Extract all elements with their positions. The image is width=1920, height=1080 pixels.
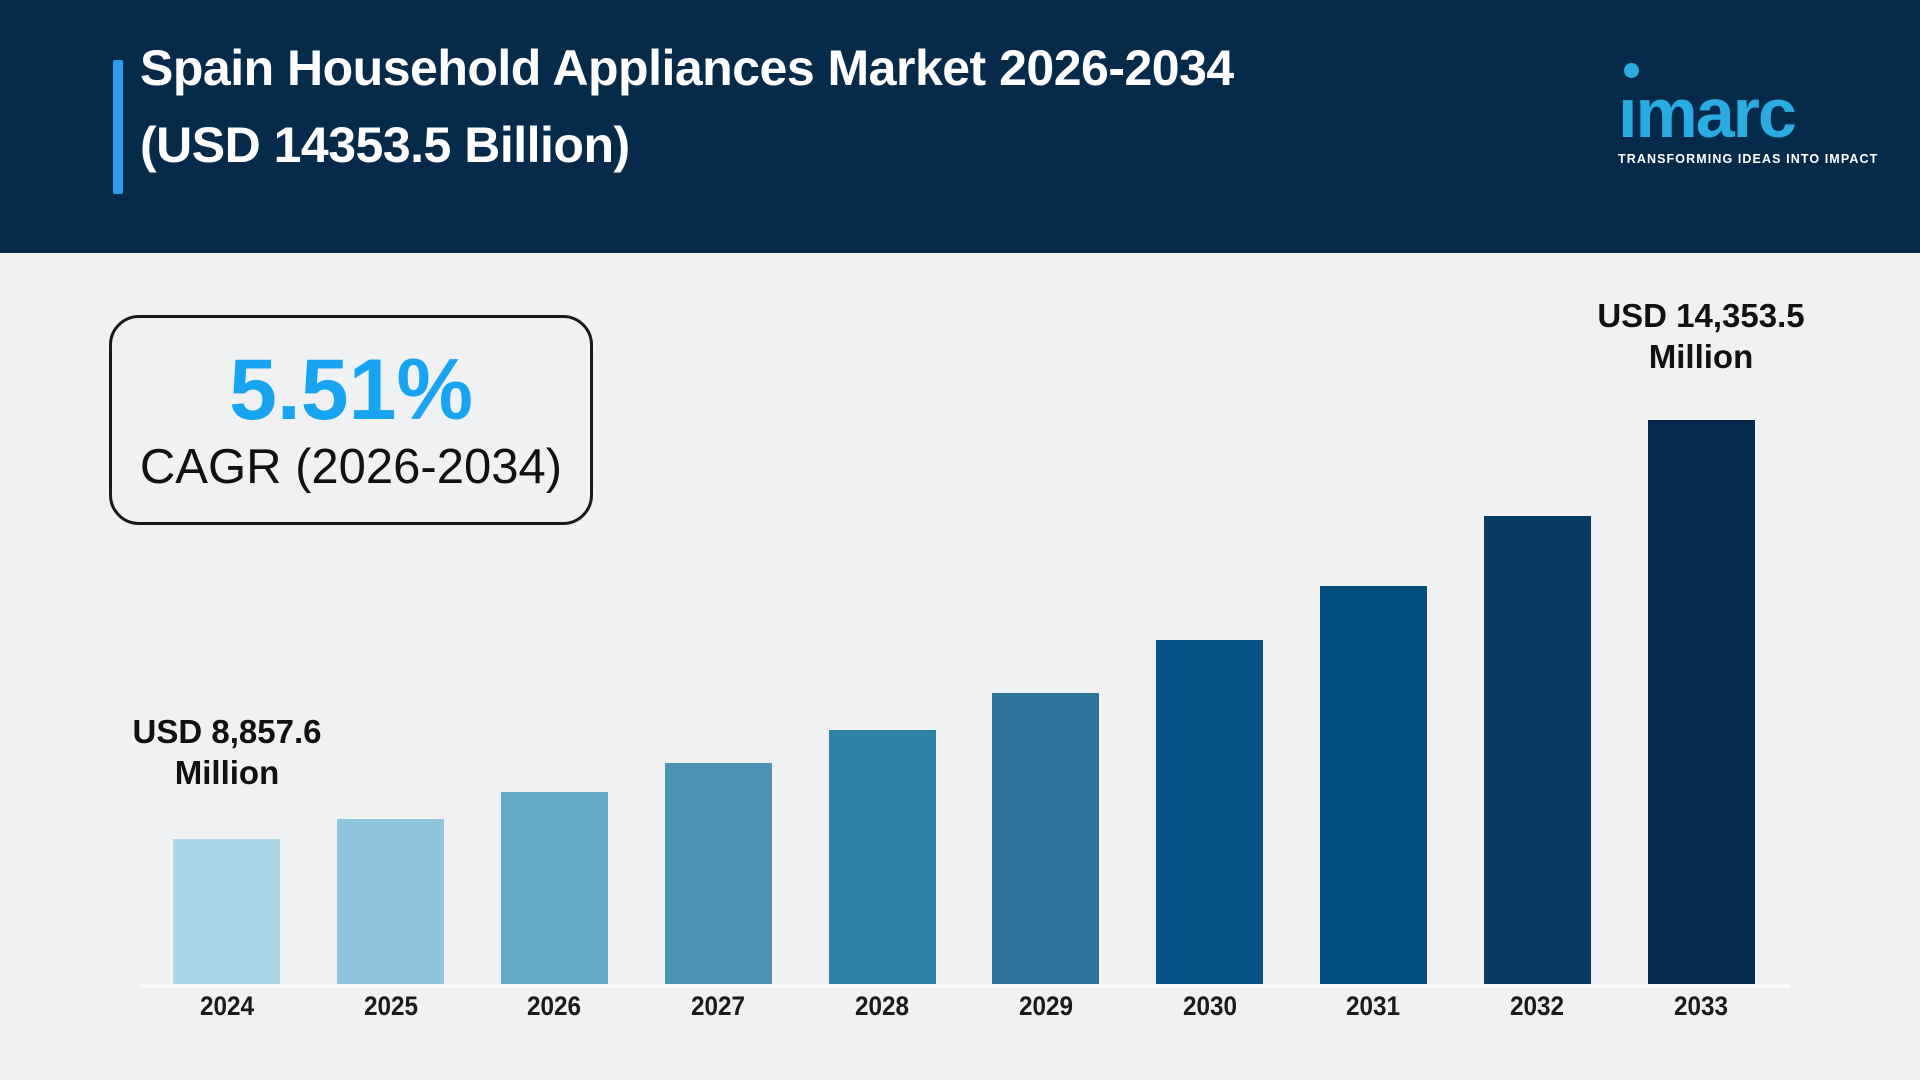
- header: Spain Household Appliances Market 2026-2…: [0, 0, 1920, 253]
- start-value-line2: Million: [174, 754, 280, 791]
- year-slot-2030: 2030: [1128, 991, 1292, 1022]
- bar-2028: [828, 730, 936, 984]
- logo-i-dot-icon: [1624, 63, 1639, 78]
- bar-2026: [500, 792, 608, 984]
- bar-2031: [1319, 586, 1427, 984]
- start-value-label: USD 8,857.6 Million: [67, 711, 387, 793]
- year-label-2028: 2028: [855, 991, 910, 1021]
- year-label-2027: 2027: [691, 991, 746, 1021]
- bar-slot-2030: [1128, 420, 1292, 984]
- logo-tagline: TRANSFORMING IDEAS INTO IMPACT: [1618, 152, 1879, 166]
- year-slot-2029: 2029: [964, 991, 1128, 1022]
- bar-2025: [337, 819, 445, 984]
- title-accent-bar: [113, 60, 123, 194]
- bar-slot-2025: [309, 420, 473, 984]
- start-value-line1: USD 8,857.6: [132, 713, 322, 750]
- logo-brand-text: ımarc: [1618, 74, 1797, 152]
- end-value-line1: USD 14,353.5: [1597, 297, 1805, 334]
- cagr-label: CAGR (2026-2034): [139, 440, 563, 494]
- year-label-2024: 2024: [199, 991, 254, 1021]
- cagr-box: 5.51% CAGR (2026-2034): [109, 315, 593, 525]
- year-label-2025: 2025: [363, 991, 418, 1021]
- end-value-label: USD 14,353.5 Million: [1531, 295, 1871, 377]
- page-title-line2: (USD 14353.5 Billion): [140, 117, 630, 173]
- bar-slot-2033: [1619, 420, 1783, 984]
- bar-2024: [173, 839, 281, 984]
- bar-2027: [664, 763, 772, 984]
- page-title-line1: Spain Household Appliances Market 2026-2…: [140, 40, 1234, 96]
- bar-slot-2026: [473, 420, 637, 984]
- year-label-2032: 2032: [1510, 991, 1565, 1021]
- bar-slot-2028: [800, 420, 964, 984]
- bars-row: [145, 420, 1783, 984]
- year-label-2029: 2029: [1018, 991, 1073, 1021]
- cagr-value: 5.51%: [229, 342, 473, 438]
- year-slot-2031: 2031: [1292, 991, 1456, 1022]
- page-title: Spain Household Appliances Market 2026-2…: [140, 30, 1234, 184]
- bar-2032: [1483, 516, 1591, 984]
- year-slot-2024: 2024: [145, 991, 309, 1022]
- year-label-2026: 2026: [527, 991, 582, 1021]
- end-value-line2: Million: [1648, 338, 1754, 375]
- bar-2030: [1156, 640, 1264, 984]
- year-slot-2033: 2033: [1619, 991, 1783, 1022]
- bar-slot-2029: [964, 420, 1128, 984]
- year-slot-2026: 2026: [473, 991, 637, 1022]
- year-slot-2028: 2028: [800, 991, 964, 1022]
- bar-slot-2027: [636, 420, 800, 984]
- chart-area: 5.51% CAGR (2026-2034) USD 8,857.6 Milli…: [0, 253, 1920, 1080]
- year-label-2033: 2033: [1674, 991, 1729, 1021]
- year-slot-2032: 2032: [1455, 991, 1619, 1022]
- bar-2029: [992, 693, 1100, 984]
- year-slot-2027: 2027: [636, 991, 800, 1022]
- bar-slot-2031: [1292, 420, 1456, 984]
- years-row: 2024 2025 2026 2027 2028 2029 2030 2031 2032 2033: [145, 991, 1783, 1022]
- axis-baseline: [140, 984, 1790, 988]
- year-slot-2025: 2025: [309, 991, 473, 1022]
- imarc-logo: ımarc TRANSFORMING IDEAS INTO IMPACT: [1618, 58, 1878, 166]
- year-label-2030: 2030: [1182, 991, 1237, 1021]
- bar-slot-2024: [145, 420, 309, 984]
- year-label-2031: 2031: [1346, 991, 1401, 1021]
- bar-slot-2032: [1455, 420, 1619, 984]
- bar-2033: [1647, 420, 1755, 984]
